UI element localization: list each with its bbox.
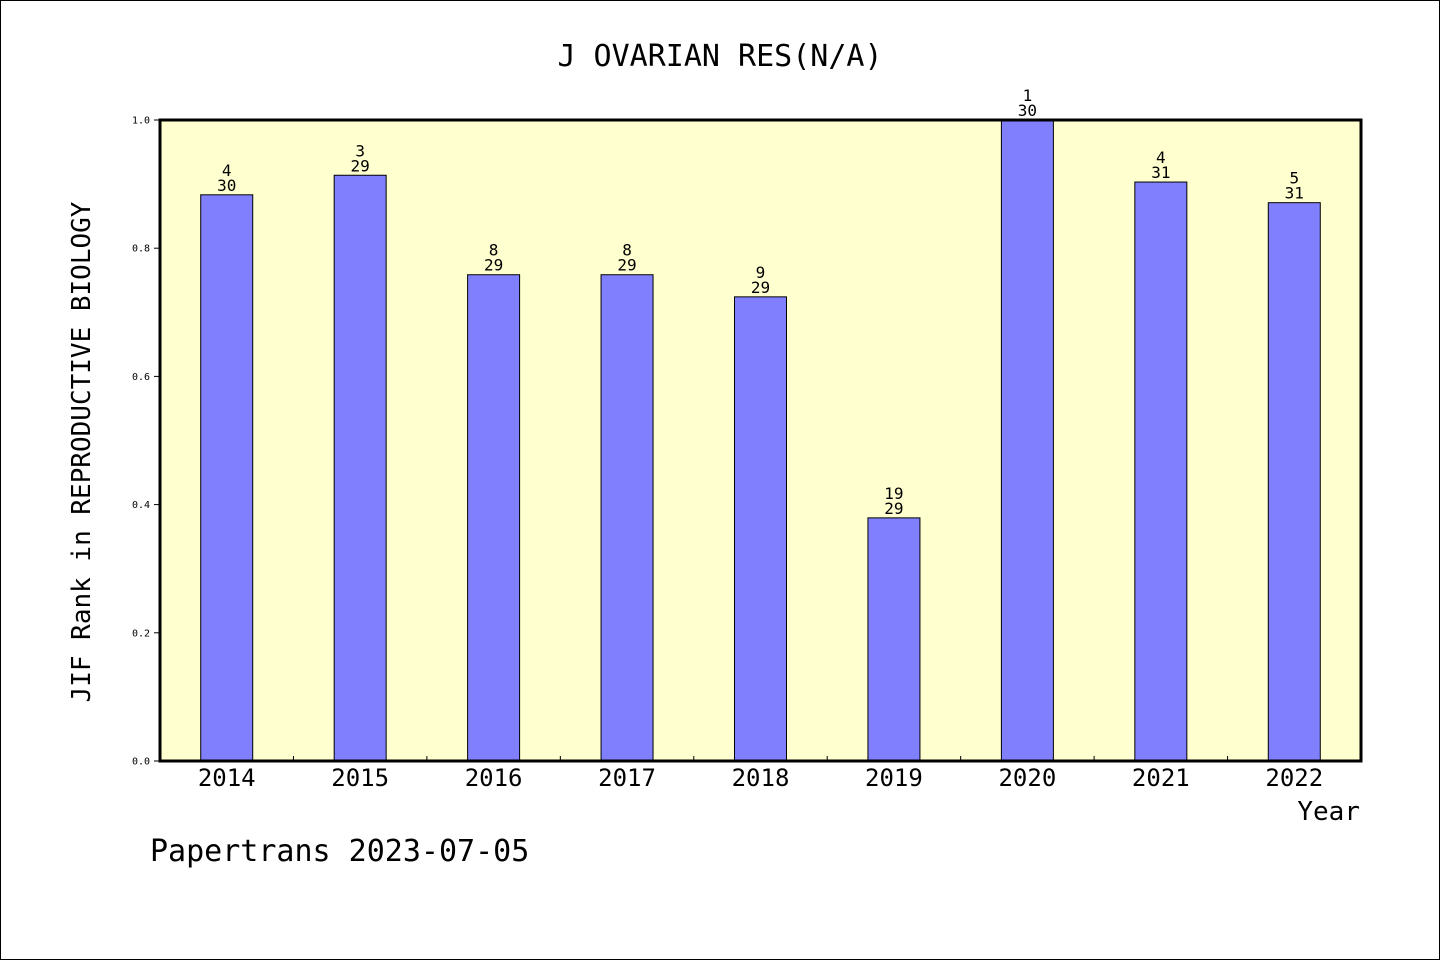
bar-rank-label: 1 bbox=[1023, 86, 1033, 105]
bar-total-label: 31 bbox=[1151, 163, 1170, 182]
bar-2019 bbox=[867, 517, 921, 762]
x-tick-label: 2021 bbox=[1132, 764, 1190, 792]
bar-rank-label: 8 bbox=[622, 241, 632, 260]
bar-rank-label: 5 bbox=[1289, 169, 1299, 188]
bar-2020 bbox=[1000, 119, 1054, 762]
x-axis-label: Year bbox=[1297, 797, 1360, 827]
plot-border bbox=[158, 118, 1363, 763]
chart-title: J OVARIAN RES(N/A) bbox=[557, 39, 882, 74]
y-tick-label: 0.0 bbox=[132, 757, 150, 768]
bar-2014 bbox=[200, 194, 254, 762]
bar-rank-label: 9 bbox=[756, 263, 766, 282]
bar-rank-label: 4 bbox=[222, 161, 232, 180]
y-tick-label: 0.6 bbox=[132, 372, 150, 383]
y-tick-label: 0.4 bbox=[132, 500, 150, 511]
bar-total-label: 29 bbox=[617, 256, 636, 275]
y-axis-label: JIF Rank in REPRODUCTIVE BIOLOGY bbox=[67, 201, 97, 702]
bar-rank-label: 3 bbox=[355, 141, 365, 160]
x-tick-label: 2017 bbox=[598, 764, 656, 792]
y-axis: 0.0 0.2 0.4 0.6 0.8 1.0 bbox=[132, 116, 160, 768]
bar-total-label: 30 bbox=[217, 176, 236, 195]
y-tick-label: 1.0 bbox=[132, 116, 150, 127]
bar-2021 bbox=[1134, 181, 1188, 762]
bar-total-label: 29 bbox=[884, 499, 903, 518]
bar-2018 bbox=[734, 296, 787, 762]
bar-total-label: 29 bbox=[751, 278, 770, 297]
x-tick-label: 2015 bbox=[331, 764, 389, 792]
x-axis: 2014 2015 2016 2017 2018 2019 2020 2021 2022 bbox=[198, 756, 1323, 792]
bar-2017 bbox=[600, 274, 654, 762]
x-tick-label: 2018 bbox=[732, 764, 790, 792]
y-tick-label: 0.2 bbox=[132, 628, 150, 639]
footer-credit: Papertrans 2023-07-05 bbox=[150, 834, 530, 869]
bar-total-label: 29 bbox=[484, 256, 503, 275]
x-tick-label: 2016 bbox=[465, 764, 523, 792]
bar-2022 bbox=[1267, 202, 1321, 762]
bar-rank-label: 4 bbox=[1156, 148, 1166, 167]
bar-2016 bbox=[467, 274, 521, 762]
x-tick-label: 2022 bbox=[1265, 764, 1323, 792]
bar-total-label: 31 bbox=[1285, 184, 1304, 203]
bar-rank-label: 8 bbox=[489, 241, 499, 260]
x-tick-label: 2020 bbox=[998, 764, 1056, 792]
bar-total-label: 30 bbox=[1018, 101, 1037, 120]
x-tick-label: 2019 bbox=[865, 764, 923, 792]
y-tick-label: 0.8 bbox=[132, 244, 150, 255]
x-tick-label: 2014 bbox=[198, 764, 256, 792]
bar-2015 bbox=[333, 174, 387, 762]
bar-total-label: 29 bbox=[351, 156, 370, 175]
bar-rank-label: 19 bbox=[884, 484, 903, 503]
